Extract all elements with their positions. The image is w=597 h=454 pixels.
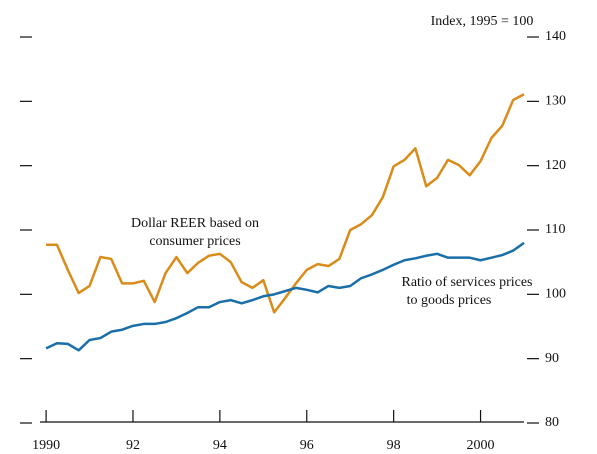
x-tick-label: 98	[387, 438, 401, 453]
x-tick-label: 2000	[467, 438, 495, 453]
y-tick-label: 130	[545, 94, 566, 109]
x-tick-label: 1990	[32, 438, 60, 453]
y-tick-label: 110	[545, 222, 565, 237]
x-tick-label: 96	[300, 438, 314, 453]
x-tick-label: 94	[213, 438, 227, 453]
annotation: to goods prices	[407, 293, 492, 308]
series-line	[46, 93, 525, 314]
y-tick-label: 100	[545, 287, 566, 302]
y-axis-label: Index, 1995 = 100	[431, 14, 534, 29]
y-tick-label: 80	[545, 415, 559, 430]
y-tick-label: 90	[545, 351, 559, 366]
y-tick-label: 140	[545, 29, 566, 44]
y-tick-label: 120	[545, 158, 566, 173]
annotation: consumer prices	[149, 234, 240, 249]
annotation: Ratio of services prices	[401, 275, 532, 290]
x-tick-label: 92	[126, 438, 140, 453]
series-line	[45, 241, 525, 352]
annotation: Dollar REER based on	[131, 216, 259, 231]
